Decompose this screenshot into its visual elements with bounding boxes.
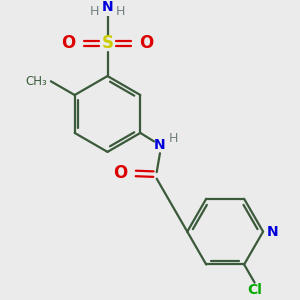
Text: O: O: [61, 34, 75, 52]
Text: O: O: [140, 34, 154, 52]
Text: N: N: [154, 138, 166, 152]
Text: S: S: [101, 34, 113, 52]
Text: N: N: [102, 0, 113, 14]
Text: Cl: Cl: [247, 284, 262, 297]
Text: O: O: [113, 164, 127, 182]
Text: H: H: [90, 5, 99, 18]
Text: H: H: [169, 132, 178, 145]
Text: CH₃: CH₃: [26, 75, 48, 88]
Text: H: H: [116, 5, 125, 18]
Text: N: N: [266, 225, 278, 238]
